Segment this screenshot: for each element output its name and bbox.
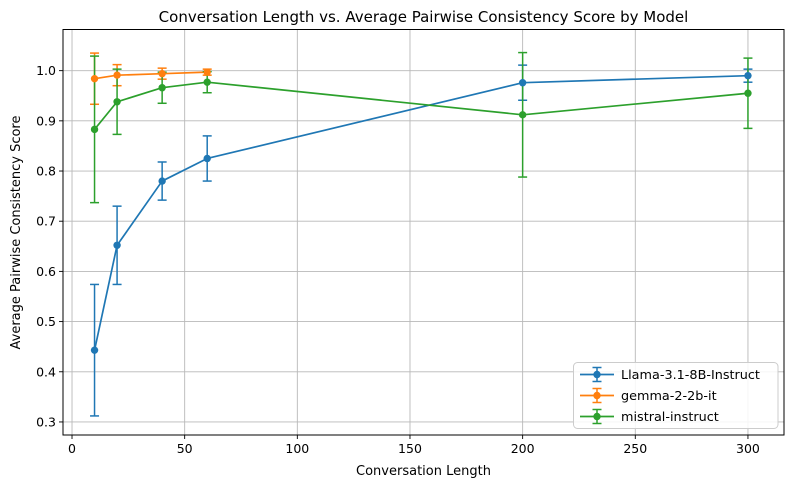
y-tick-label: 0.8: [36, 164, 56, 179]
x-axis-label: Conversation Length: [356, 464, 491, 479]
data-point-marker: [744, 89, 752, 97]
x-tick-label: 50: [177, 441, 193, 456]
y-tick-label: 1.0: [36, 63, 56, 78]
data-point-marker: [203, 68, 211, 76]
series-line: [93, 74, 748, 351]
y-axis-label: Average Pairwise Consistency Score: [9, 116, 24, 350]
legend-entry: mistral-instruct: [580, 408, 719, 425]
series-line: [93, 81, 749, 130]
axes-layer: 0 50 100 150 200 250 300 0.3 0.4 0.5 0.6 0.7 0.8 0.9 1…: [36, 29, 785, 456]
y-tick-label: 0.5: [36, 314, 56, 329]
legend-entry: gemma-2-2b-it: [580, 387, 717, 404]
legend-label: mistral-instruct: [621, 410, 719, 425]
data-point-marker: [113, 71, 121, 79]
x-tick-label: 150: [398, 441, 422, 456]
marker-layer: [90, 68, 752, 354]
data-point-marker: [744, 71, 752, 80]
data-point-marker: [90, 74, 99, 83]
legend-entry: Llama-3.1-8B-Instruct: [580, 366, 760, 383]
series-gemma-2-2b-it: [90, 52, 212, 106]
data-point-marker: [90, 346, 99, 354]
data-point-marker: [518, 111, 527, 119]
series-line: [94, 71, 208, 80]
series-layer: [90, 51, 753, 417]
x-tick-label: 250: [623, 441, 647, 456]
series-mistral-instruct: [90, 51, 753, 204]
x-tick-label: 0: [68, 441, 76, 456]
legend-marker: [593, 412, 601, 421]
y-tick-label: 0.3: [36, 414, 56, 429]
y-tick-label: 0.9: [36, 113, 56, 128]
y-tick-label: 0.6: [36, 264, 56, 279]
data-point-marker: [518, 78, 527, 87]
data-point-marker: [90, 125, 99, 134]
x-tick-label: 300: [736, 441, 760, 456]
plot-border: [62, 29, 785, 436]
data-point-marker: [158, 69, 166, 78]
grid-layer: [63, 29, 784, 435]
data-point-marker: [113, 98, 121, 106]
y-tick-label: 0.4: [36, 364, 56, 379]
legend: Llama-3.1-8B-Instruct gemma-2-2b-it mistra…: [573, 362, 779, 429]
data-point-marker: [158, 177, 166, 185]
x-tick-label: 200: [511, 441, 535, 456]
data-point-marker: [203, 78, 211, 86]
legend-marker: [593, 370, 601, 379]
data-point-marker: [203, 154, 211, 163]
legend-marker: [593, 391, 601, 400]
data-point-marker: [113, 241, 121, 249]
y-tick-label: 0.7: [36, 214, 56, 229]
chart-title: Conversation Length vs. Average Pairwise…: [159, 8, 689, 26]
legend-frame: [573, 362, 779, 429]
legend-label: Llama-3.1-8B-Instruct: [621, 368, 760, 383]
x-tick-label: 100: [285, 441, 309, 456]
legend-label: gemma-2-2b-it: [621, 389, 717, 404]
data-point-marker: [158, 84, 166, 92]
